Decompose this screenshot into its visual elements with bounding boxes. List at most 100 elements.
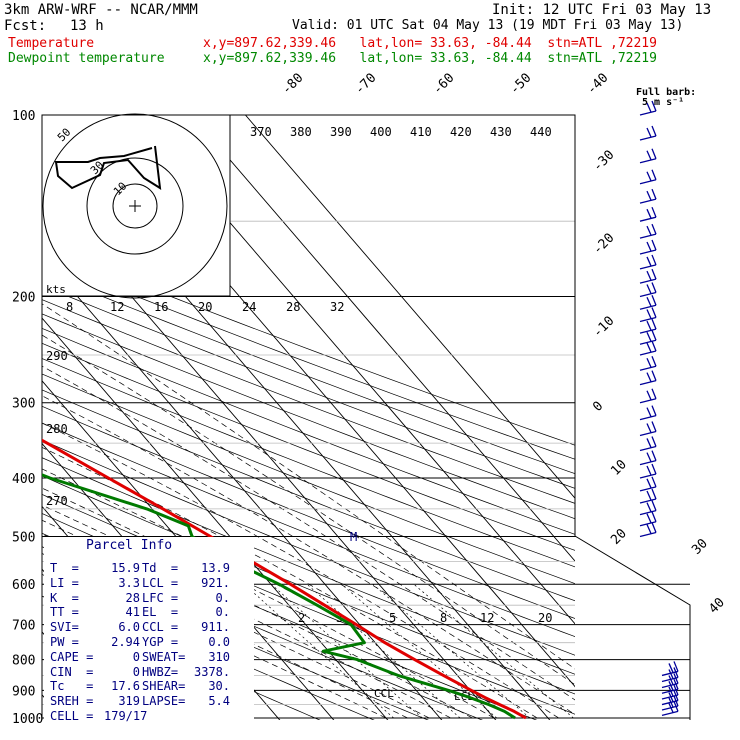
wind-barb-flag-2 <box>668 681 674 691</box>
theta-label-270: 270 <box>46 494 68 508</box>
wind-barb-staff <box>639 510 657 516</box>
hodo-scale-8: 8 <box>66 300 73 314</box>
wind-barb-staff <box>639 459 657 466</box>
wind-barb-staff <box>639 291 657 298</box>
isotherm-label-40: 40 <box>706 595 728 617</box>
wind-barb-flag <box>651 169 657 180</box>
wind-barb-staff <box>639 249 657 255</box>
pressure-label-900: 900 <box>12 684 35 699</box>
wind-barb-flag-2 <box>646 208 652 219</box>
isotherm-label--30: -30 <box>590 148 617 175</box>
wind-barb-flag-2 <box>646 225 652 236</box>
wind-barb-flag-2 <box>646 190 652 201</box>
wind-barb-flag-2 <box>668 692 674 702</box>
hodograph-ring-2 <box>42 113 228 299</box>
dewpoint-legend: Dewpoint temperature <box>8 51 165 66</box>
wind-barb-flag-2 <box>646 320 652 331</box>
forecast-hour: 13 h <box>70 18 104 34</box>
parcel-cell: 0.0 <box>208 635 230 649</box>
wind-barb-flag <box>651 307 657 318</box>
moist-adiabat--2 <box>42 533 430 719</box>
wind-barb-flag-2 <box>646 332 652 342</box>
wind-barb-440 <box>639 488 657 504</box>
parcel-cell: 15.9 <box>111 561 140 575</box>
wind-barb-100 <box>639 100 657 116</box>
hodo-scale-24: 24 <box>242 300 256 314</box>
wind-barb-flag-2 <box>646 524 652 534</box>
wind-barb-flag-2 <box>646 270 652 281</box>
parcel-cell: YGP = <box>142 635 179 649</box>
wind-barb-flag <box>651 148 657 159</box>
valid-time: Valid: 01 UTC Sat 04 May 13 (19 MDT Fri … <box>292 18 684 33</box>
wind-barb-flag-2 <box>646 171 652 181</box>
parcel-cell: Tc = <box>50 679 94 694</box>
wind-barb-flag-2 <box>646 502 652 512</box>
pressure-label-200: 200 <box>12 291 35 306</box>
mixing-ratio-label-20: 20 <box>538 611 552 625</box>
wind-barb-flag <box>651 488 657 500</box>
wind-barb-flag <box>673 690 679 701</box>
dry-adiabat-260 <box>42 574 375 720</box>
wind-barb-flag-2 <box>646 438 652 448</box>
isotherm-label--20: -20 <box>590 231 617 258</box>
wind-barb-150 <box>639 206 657 222</box>
wind-barb-320 <box>639 405 657 421</box>
wind-barb-flag <box>651 522 657 533</box>
temperature-legend: Temperature <box>8 36 95 51</box>
wind-barb-flag-2 <box>646 256 652 267</box>
barb-legend-unit: 5 m s⁻¹ <box>642 97 685 108</box>
wind-barb-flag-2 <box>646 478 652 489</box>
isotherm-label--80: -80 <box>279 71 306 98</box>
mixing-ratio-20 <box>413 583 574 719</box>
wind-barb-210 <box>639 295 657 310</box>
dry-adiabat-400 <box>42 327 575 535</box>
wind-barb-flag <box>651 100 657 112</box>
wind-barb-200 <box>639 282 657 298</box>
barb-legend: Full barb: <box>636 87 697 98</box>
hodo-scale-28: 28 <box>286 300 300 314</box>
wind-barb-flag <box>651 268 657 280</box>
dry-adiabat-460 <box>42 245 575 446</box>
wind-barb-staff <box>639 350 657 356</box>
pressure-label-1000: 1000 <box>12 712 43 727</box>
wind-barb-160 <box>639 223 657 239</box>
parcel-cell: 30. <box>208 679 230 694</box>
wind-barb-950 <box>661 690 679 706</box>
parcel-cell: CIN = <box>50 664 94 679</box>
wind-barb-190 <box>639 268 657 284</box>
parcel-cell: SREH = <box>50 694 94 709</box>
wind-barb-flag-2 <box>646 241 652 252</box>
wind-barb-420 <box>639 476 657 492</box>
wind-barb-480 <box>639 511 657 527</box>
parcel-cell: 310 <box>208 649 230 664</box>
moist-adiabat-26 <box>42 395 575 715</box>
dry-adiabat-390 <box>42 342 575 551</box>
parcel-cell: LFC = <box>142 590 179 605</box>
isotherm-60 <box>245 115 575 499</box>
wind-barb-flag <box>651 239 657 251</box>
init-time: Init: 12 UTC Fri 03 May 13 <box>492 2 712 18</box>
wind-barb-flag-2 <box>646 342 652 353</box>
wind-barb-staff <box>661 694 679 700</box>
dry-adiabat-440 <box>42 271 575 475</box>
wind-barb-staff <box>639 445 657 452</box>
theta-e-label-410: 410 <box>410 125 432 139</box>
wind-barb-flag <box>651 125 657 137</box>
wind-barb-staff <box>639 304 657 310</box>
wind-barb-staff <box>639 473 657 479</box>
wind-barb-flag-2 <box>646 407 652 417</box>
wind-barb-250 <box>639 340 657 356</box>
wind-barb-240 <box>639 330 657 345</box>
parcel-cell: 5.4 <box>208 694 230 709</box>
wind-barb-230 <box>639 318 657 334</box>
wind-barb-staff <box>639 135 657 141</box>
isotherm-label--60: -60 <box>430 71 457 98</box>
wind-barb-360 <box>639 436 657 452</box>
parcel-info-panel: Parcel Info T = 15.9 Td = 13.9 LI = 3.3 LCL = 9… <box>44 537 254 727</box>
wind-barb-380 <box>639 450 657 466</box>
wind-barb-staff <box>639 339 657 345</box>
wind-barb-staff <box>639 278 657 284</box>
wind-barb-flag-2 <box>668 675 674 685</box>
dry-adiabat-340 <box>42 422 575 637</box>
